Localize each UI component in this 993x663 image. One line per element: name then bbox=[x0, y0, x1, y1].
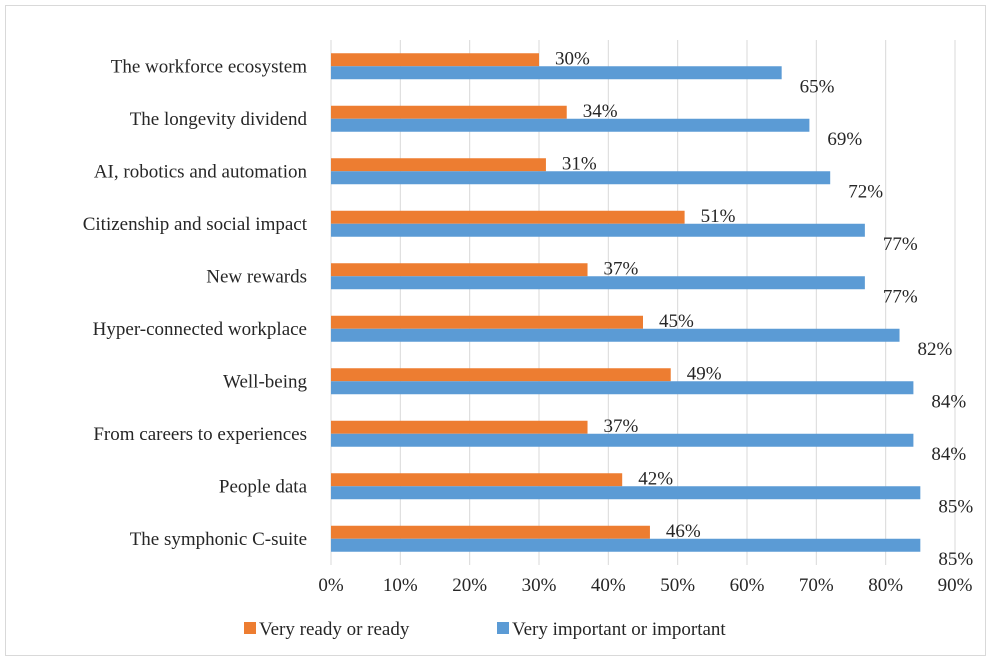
data-label-important: 72% bbox=[848, 181, 883, 202]
category-label: People data bbox=[219, 476, 308, 497]
data-label-important: 82% bbox=[918, 339, 953, 360]
x-tick-label: 10% bbox=[383, 575, 418, 596]
data-label-ready: 37% bbox=[604, 416, 639, 437]
legend-label-ready: Very ready or ready bbox=[259, 619, 410, 640]
category-label: The workforce ecosystem bbox=[111, 56, 307, 77]
bar-ready bbox=[331, 105, 567, 119]
data-label-ready: 49% bbox=[687, 363, 722, 384]
data-label-important: 84% bbox=[931, 391, 966, 412]
bar-important bbox=[331, 276, 865, 290]
x-tick-label: 80% bbox=[868, 575, 903, 596]
bar-ready bbox=[331, 525, 650, 539]
data-label-ready: 42% bbox=[638, 468, 673, 489]
data-label-ready: 46% bbox=[666, 521, 701, 542]
bar-important bbox=[331, 486, 921, 500]
data-label-important: 85% bbox=[938, 549, 973, 570]
data-label-ready: 45% bbox=[659, 311, 694, 332]
data-label-important: 84% bbox=[931, 444, 966, 465]
bar-ready bbox=[331, 53, 539, 67]
bar-ready bbox=[331, 315, 643, 329]
legend-swatch-ready bbox=[244, 622, 256, 634]
data-label-important: 85% bbox=[938, 496, 973, 517]
bar-ready bbox=[331, 210, 685, 224]
category-label: New rewards bbox=[206, 266, 307, 287]
bar-ready bbox=[331, 158, 546, 172]
bar-ready bbox=[331, 263, 588, 277]
x-tick-label: 90% bbox=[938, 575, 973, 596]
x-tick-label: 0% bbox=[318, 575, 344, 596]
category-label: Citizenship and social impact bbox=[83, 214, 308, 235]
bar-important bbox=[331, 171, 831, 185]
x-tick-label: 50% bbox=[660, 575, 695, 596]
bar-important bbox=[331, 118, 810, 132]
data-label-important: 77% bbox=[883, 286, 918, 307]
data-label-ready: 51% bbox=[701, 206, 736, 227]
bar-important bbox=[331, 223, 865, 237]
bar-important bbox=[331, 433, 914, 447]
category-label: Hyper-connected workplace bbox=[93, 319, 307, 340]
data-label-ready: 31% bbox=[562, 153, 597, 174]
data-label-ready: 30% bbox=[555, 48, 590, 69]
category-label: From careers to experiences bbox=[93, 424, 307, 445]
bar-ready bbox=[331, 473, 623, 487]
data-label-ready: 34% bbox=[583, 101, 618, 122]
category-label: The symphonic C-suite bbox=[130, 529, 307, 550]
data-label-ready: 37% bbox=[604, 258, 639, 279]
legend-swatch-important bbox=[497, 622, 509, 634]
bar-important bbox=[331, 538, 921, 552]
data-label-important: 69% bbox=[827, 129, 862, 150]
bar-ready bbox=[331, 368, 671, 382]
category-label: Well-being bbox=[223, 371, 307, 392]
x-tick-label: 40% bbox=[591, 575, 626, 596]
category-label: The longevity dividend bbox=[130, 109, 308, 130]
bar-important bbox=[331, 381, 914, 395]
data-label-important: 65% bbox=[800, 76, 835, 97]
bar-important bbox=[331, 66, 782, 80]
data-label-important: 77% bbox=[883, 234, 918, 255]
bar-ready bbox=[331, 420, 588, 434]
x-tick-label: 70% bbox=[799, 575, 834, 596]
bar-important bbox=[331, 328, 900, 342]
x-tick-label: 30% bbox=[522, 575, 557, 596]
x-tick-label: 60% bbox=[730, 575, 765, 596]
category-label: AI, robotics and automation bbox=[94, 161, 308, 182]
legend-label-important: Very important or important bbox=[512, 619, 726, 640]
x-tick-label: 20% bbox=[452, 575, 487, 596]
